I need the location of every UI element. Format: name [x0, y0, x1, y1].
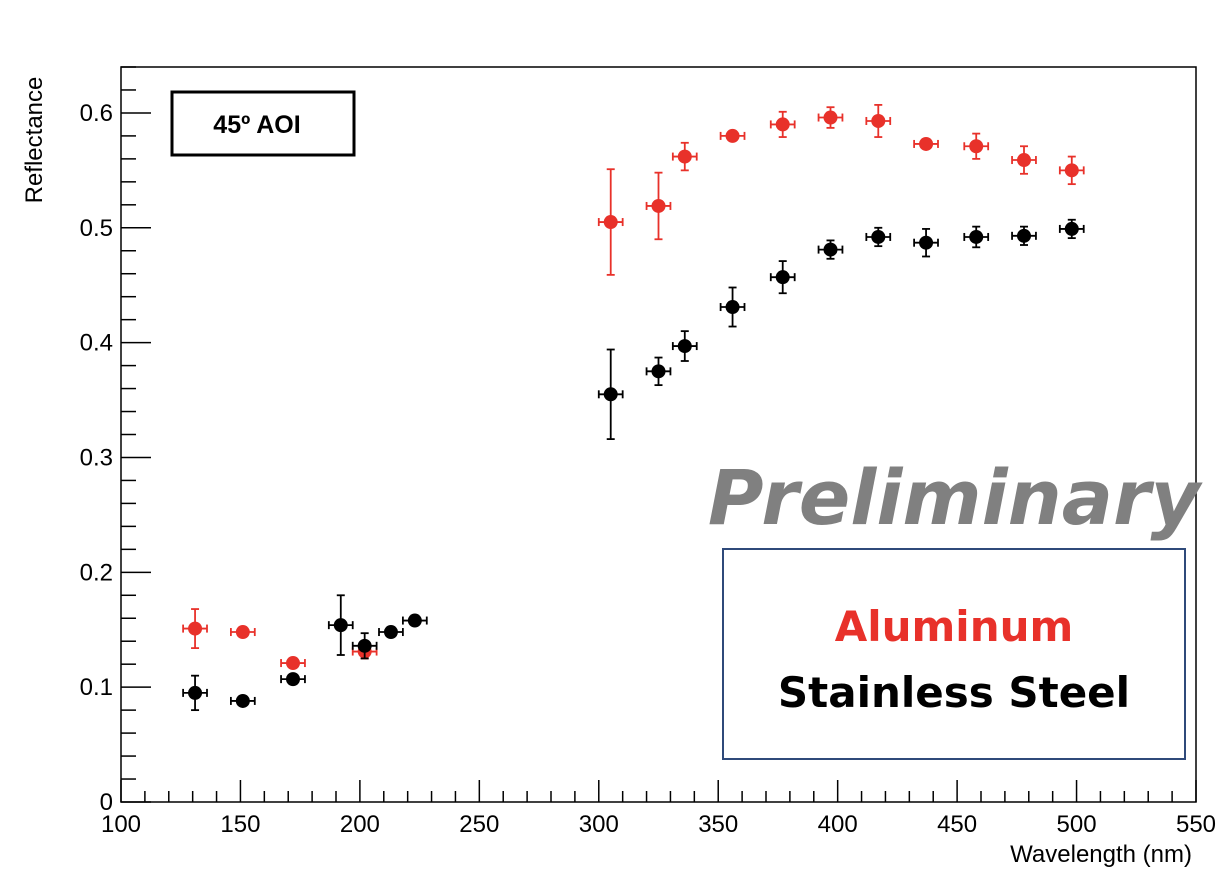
- data-marker: [651, 364, 666, 379]
- x-tick-label: 200: [340, 811, 380, 838]
- legend-box: [722, 548, 1186, 760]
- data-point: [280, 656, 306, 671]
- data-point: [963, 132, 990, 160]
- series-layer: [182, 103, 1085, 712]
- x-tick-label: 450: [937, 811, 977, 838]
- data-point: [671, 330, 698, 362]
- data-point: [229, 693, 256, 708]
- data-marker: [919, 235, 934, 250]
- data-point: [182, 608, 208, 650]
- data-point: [597, 348, 624, 440]
- data-point: [280, 672, 306, 687]
- x-tick-label: 150: [220, 811, 260, 838]
- data-marker: [969, 229, 984, 244]
- data-marker: [407, 613, 422, 628]
- data-marker: [1064, 221, 1079, 236]
- data-marker: [871, 229, 886, 244]
- data-marker: [677, 339, 692, 354]
- data-point: [769, 260, 796, 295]
- data-point: [1011, 225, 1037, 246]
- data-point: [1011, 145, 1037, 175]
- preliminary-watermark: Preliminary: [708, 453, 1204, 542]
- data-point: [597, 168, 624, 276]
- legend-entry-stainless-steel: Stainless Steel: [778, 668, 1130, 717]
- y-tick-label: 0.2: [80, 559, 113, 586]
- data-point: [817, 106, 844, 129]
- data-marker: [919, 136, 934, 151]
- data-point: [1058, 218, 1085, 240]
- x-axis-title: Wavelength (nm): [1010, 841, 1192, 868]
- data-marker: [1017, 153, 1031, 168]
- x-tick-label: 300: [579, 811, 619, 838]
- x-tick-label: 400: [818, 811, 858, 838]
- data-point: [913, 136, 939, 151]
- x-tick-label: 500: [1057, 811, 1097, 838]
- data-marker: [1064, 163, 1079, 178]
- data-point: [645, 171, 672, 241]
- aoi-label-box: [170, 90, 356, 157]
- x-tick-label: 350: [698, 811, 738, 838]
- data-point: [327, 594, 354, 656]
- data-point: [645, 356, 672, 387]
- data-marker: [823, 110, 838, 125]
- y-tick-label: 0.5: [80, 215, 113, 242]
- y-tick-label: 0: [100, 789, 113, 816]
- data-point: [963, 225, 990, 249]
- data-point: [719, 286, 746, 328]
- series-stainless-steel: [182, 218, 1085, 712]
- data-marker: [725, 128, 740, 143]
- y-tick-label: 0.4: [80, 330, 113, 357]
- data-marker: [1017, 228, 1031, 243]
- data-marker: [823, 242, 838, 257]
- data-point: [378, 625, 404, 640]
- data-marker: [775, 270, 790, 285]
- data-point: [1058, 155, 1085, 186]
- data-marker: [651, 198, 666, 213]
- data-point: [182, 674, 208, 712]
- data-marker: [357, 638, 372, 653]
- data-point: [817, 239, 844, 260]
- x-tick-label: 100: [101, 811, 141, 838]
- data-marker: [603, 215, 618, 230]
- data-point: [865, 103, 892, 138]
- data-marker: [969, 139, 984, 154]
- legend-entry-aluminum: Aluminum: [835, 602, 1074, 651]
- data-marker: [286, 672, 300, 687]
- x-axis: 100 150 200 250 300 350 400 450 500 550: [101, 780, 1216, 838]
- data-marker: [775, 117, 790, 132]
- data-marker: [871, 113, 886, 128]
- y-tick-label: 0.3: [80, 444, 113, 471]
- data-marker: [333, 618, 348, 633]
- y-tick-label: 0.1: [80, 674, 113, 701]
- data-point: [769, 110, 796, 138]
- data-point: [719, 128, 746, 143]
- data-marker: [235, 625, 250, 640]
- data-point: [351, 632, 378, 660]
- data-marker: [383, 625, 398, 640]
- data-point: [865, 226, 892, 248]
- data-point: [671, 141, 698, 172]
- data-marker: [188, 621, 203, 636]
- x-tick-label: 550: [1176, 811, 1216, 838]
- data-point: [913, 228, 939, 258]
- series-aluminum: [182, 103, 1085, 671]
- aoi-label: 45º AOI: [213, 111, 300, 139]
- data-marker: [677, 149, 692, 164]
- data-point: [229, 625, 256, 640]
- y-axis-title: Reflectance: [21, 77, 48, 204]
- data-marker: [603, 387, 618, 402]
- data-marker: [188, 685, 203, 700]
- data-marker: [235, 693, 250, 708]
- data-marker: [286, 656, 300, 671]
- data-marker: [725, 300, 740, 315]
- y-tick-label: 0.6: [80, 100, 113, 127]
- data-point: [401, 613, 428, 628]
- y-axis: 0 0.1 0.2 0.3 0.4 0.5 0.6: [80, 66, 151, 816]
- x-tick-label: 250: [459, 811, 499, 838]
